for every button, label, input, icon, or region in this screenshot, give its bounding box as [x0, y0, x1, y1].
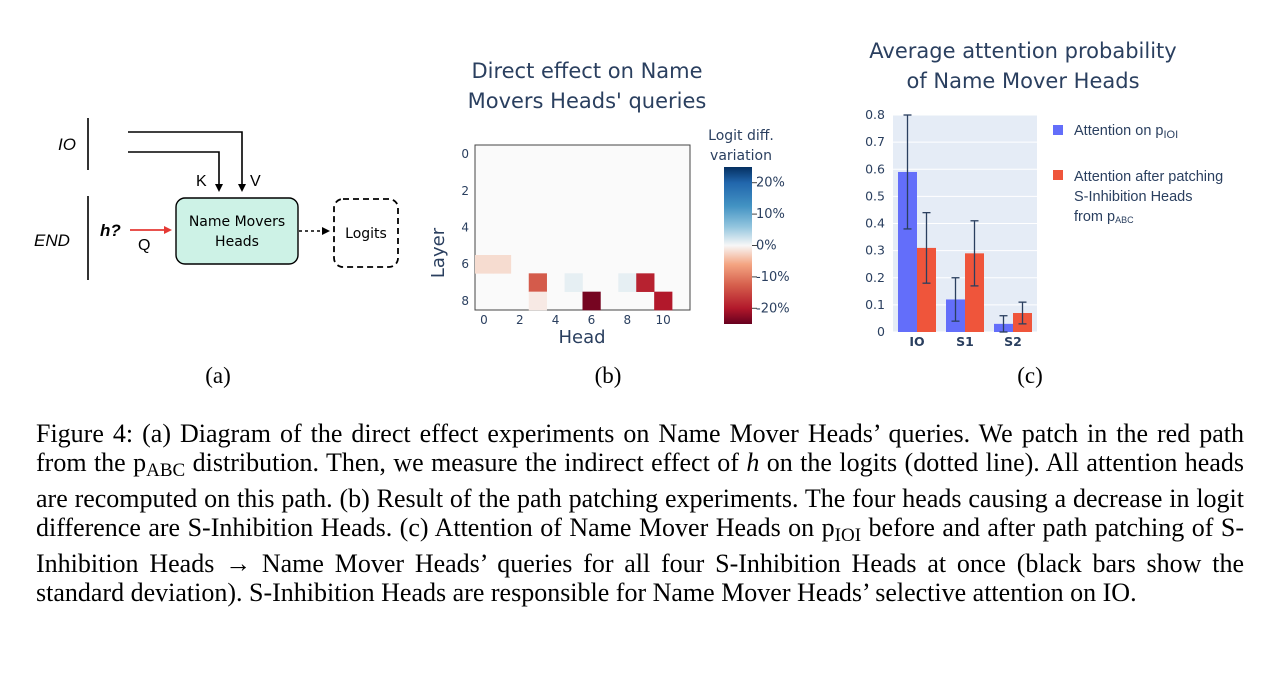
- caption-sub-ioi: IOI: [834, 524, 862, 546]
- bar-x-tick: S1: [956, 334, 974, 349]
- heatmap-cell: [654, 291, 673, 311]
- panel-c-bar-chart: Average attention probability of Name Mo…: [865, 39, 1223, 388]
- q-label: Q: [138, 237, 150, 254]
- v-label: V: [250, 173, 261, 190]
- colorbar-tick-label: 10%: [756, 207, 785, 222]
- heatmap-y-tick: 0: [461, 147, 469, 161]
- bar-x-tick: IO: [909, 334, 924, 349]
- heatmap-title-line2: Movers Heads' queries: [468, 89, 707, 113]
- heatmap-y-tick: 4: [461, 221, 469, 235]
- figure-panels: IO END h? K V Q Name Movers Heads Logits…: [34, 39, 1223, 388]
- heatmap-y-tick: 2: [461, 184, 469, 198]
- colorbar-ticks: 20% 10% 0% -10% -20%: [752, 176, 790, 316]
- heatmap-cell: [475, 255, 494, 274]
- heatmap-cell: [528, 273, 547, 292]
- bar: [917, 247, 936, 332]
- heatmap-cell: [636, 273, 655, 292]
- legend-item-2-line3-sub: ABC: [1115, 215, 1134, 225]
- bar-y-tick: 0.6: [865, 161, 885, 176]
- figure-caption: Figure 4: (a) Diagram of the direct effe…: [36, 419, 1245, 608]
- colorbar-tick-label: 0%: [756, 239, 777, 254]
- panel-a-label: (a): [205, 363, 231, 388]
- heatmap-cell: [582, 291, 601, 311]
- legend-item-1-sub: IOI: [1164, 129, 1179, 141]
- legend-swatch-1: [1053, 125, 1063, 135]
- bar-title-line1: Average attention probability: [869, 39, 1176, 63]
- panel-b-heatmap: Direct effect on Name Movers Heads' quer…: [428, 59, 790, 388]
- name-movers-box: [175, 197, 299, 265]
- heatmap-xlabel: Head: [558, 327, 605, 348]
- bar: [898, 171, 917, 332]
- heatmap-y-tick: 6: [461, 257, 469, 271]
- k-label: K: [196, 173, 207, 190]
- bar-y-tick: 0.3: [865, 243, 885, 258]
- heatmap-x-tick: 8: [623, 313, 631, 327]
- caption-part-3: on the logits (dotted line). All attenti…: [36, 447, 1244, 542]
- legend-item-2-line3-main: from p: [1074, 209, 1115, 225]
- name-movers-box-line2: Heads: [215, 234, 259, 250]
- colorbar-tick-label: -10%: [756, 270, 790, 285]
- bar-y-tick: 0.7: [865, 134, 885, 149]
- colorbar-title-line1: Logit diff.: [708, 128, 774, 144]
- bar-y-tick: 0.4: [865, 216, 885, 231]
- bar-y-tick: 0.8: [865, 107, 885, 122]
- bar-plot: 0 0.1 0.2 0.3 0.4 0.5 0.6 0.7 0.8 IO S1 S2: [865, 107, 1037, 349]
- heatmap-title-line1: Direct effect on Name: [471, 59, 702, 83]
- bar-x-tick: S2: [1004, 334, 1022, 349]
- bar-y-tick: 0.1: [865, 297, 885, 312]
- colorbar-tick-label: -20%: [756, 301, 790, 316]
- logits-label: Logits: [345, 226, 387, 242]
- heatmap-ylabel: Layer: [428, 227, 449, 278]
- caption-part-4: before and after path patching of S-Inhi…: [36, 512, 1245, 607]
- end-label: END: [34, 231, 70, 250]
- legend-item-2-line2: S-Inhibition Heads: [1074, 189, 1193, 205]
- h-label: h?: [100, 221, 121, 240]
- legend-item-2-line3: from pABC: [1074, 209, 1134, 225]
- colorbar: [724, 167, 752, 324]
- legend-item-1: Attention on pIOI: [1074, 123, 1178, 141]
- bar-y-tick: 0.5: [865, 188, 885, 203]
- bar-y-tick: 0: [877, 324, 885, 339]
- heatmap-x-tick: 0: [480, 313, 488, 327]
- heatmap-cell: [564, 273, 583, 292]
- caption-var-h: h: [746, 447, 760, 477]
- heatmap-x-tick: 6: [588, 313, 596, 327]
- heatmap-plot: 0 2 4 6 8 10 0 2 4 6 8: [461, 144, 691, 327]
- heatmap-y-tick: 8: [461, 294, 469, 308]
- heatmap-cell: [528, 291, 547, 311]
- logits-box: [333, 198, 399, 268]
- heatmap-x-tick: 2: [516, 313, 524, 327]
- io-label: IO: [58, 135, 76, 154]
- caption-part-2: distribution. Then, we measure the indir…: [185, 447, 747, 477]
- legend-swatch-2: [1053, 170, 1063, 180]
- caption-sub-abc: ABC: [146, 459, 186, 481]
- k-path: [128, 151, 223, 192]
- panel-c-label: (c): [1017, 363, 1043, 388]
- panel-b-label: (b): [595, 363, 622, 388]
- panel-a-diagram: IO END h? K V Q Name Movers Heads Logits…: [34, 118, 399, 388]
- bar-title-line2: of Name Mover Heads: [906, 69, 1139, 93]
- v-path: [128, 131, 246, 192]
- heatmap-x-tick: 10: [655, 313, 670, 327]
- heatmap-cell: [492, 255, 512, 274]
- heatmap-x-tick: 4: [552, 313, 560, 327]
- legend-item-2-line1: Attention after patching: [1074, 169, 1223, 185]
- caption-part-1: Figure 4: (a) Diagram of the direct effe…: [36, 419, 1244, 477]
- bar-y-tick: 0.2: [865, 270, 885, 285]
- colorbar-title-line2: variation: [710, 148, 772, 164]
- bar: [965, 253, 984, 332]
- heatmap-cell: [618, 273, 637, 292]
- colorbar-tick-label: 20%: [756, 176, 785, 191]
- legend-item-1-main: Attention on p: [1074, 123, 1164, 139]
- name-movers-box-line1: Name Movers: [189, 214, 285, 230]
